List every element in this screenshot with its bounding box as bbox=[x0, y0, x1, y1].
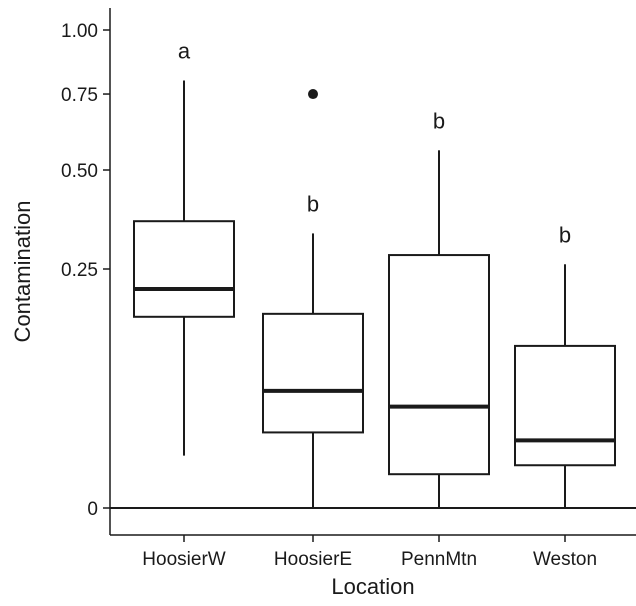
x-axis-title: Location bbox=[331, 574, 414, 599]
iqr-box bbox=[262, 312, 364, 434]
boxes: a b b b bbox=[133, 38, 616, 508]
significance-label: b bbox=[433, 108, 445, 133]
y-axis-title: Contamination bbox=[10, 201, 35, 343]
x-tick-label: HoosierW bbox=[142, 549, 225, 570]
iqr-box bbox=[133, 220, 235, 318]
box-HoosierE: b bbox=[262, 89, 364, 508]
y-tick-label: 0 bbox=[87, 499, 98, 520]
box-HoosierW: a bbox=[133, 38, 235, 456]
y-tick-label: 0.50 bbox=[61, 161, 98, 182]
y-tick-label: 1.00 bbox=[61, 21, 98, 42]
x-tick-label: HoosierE bbox=[274, 549, 352, 570]
outlier-point bbox=[308, 89, 318, 100]
significance-label: a bbox=[178, 38, 191, 63]
box-Weston: b bbox=[514, 222, 616, 508]
iqr-box bbox=[388, 254, 490, 476]
box-PennMtn: b bbox=[388, 108, 490, 508]
x-axis-ticks: HoosierW HoosierE PennMtn Weston bbox=[142, 535, 597, 570]
y-axis-ticks: 0 0.25 0.50 0.75 1.00 bbox=[61, 21, 110, 520]
iqr-box bbox=[514, 344, 616, 467]
x-tick-label: PennMtn bbox=[401, 549, 477, 570]
significance-label: b bbox=[559, 222, 571, 247]
y-tick-label: 0.25 bbox=[61, 260, 98, 281]
y-tick-label: 0.75 bbox=[61, 85, 98, 106]
axes bbox=[109, 8, 636, 536]
x-tick-label: Weston bbox=[533, 549, 597, 570]
significance-label: b bbox=[307, 191, 319, 216]
